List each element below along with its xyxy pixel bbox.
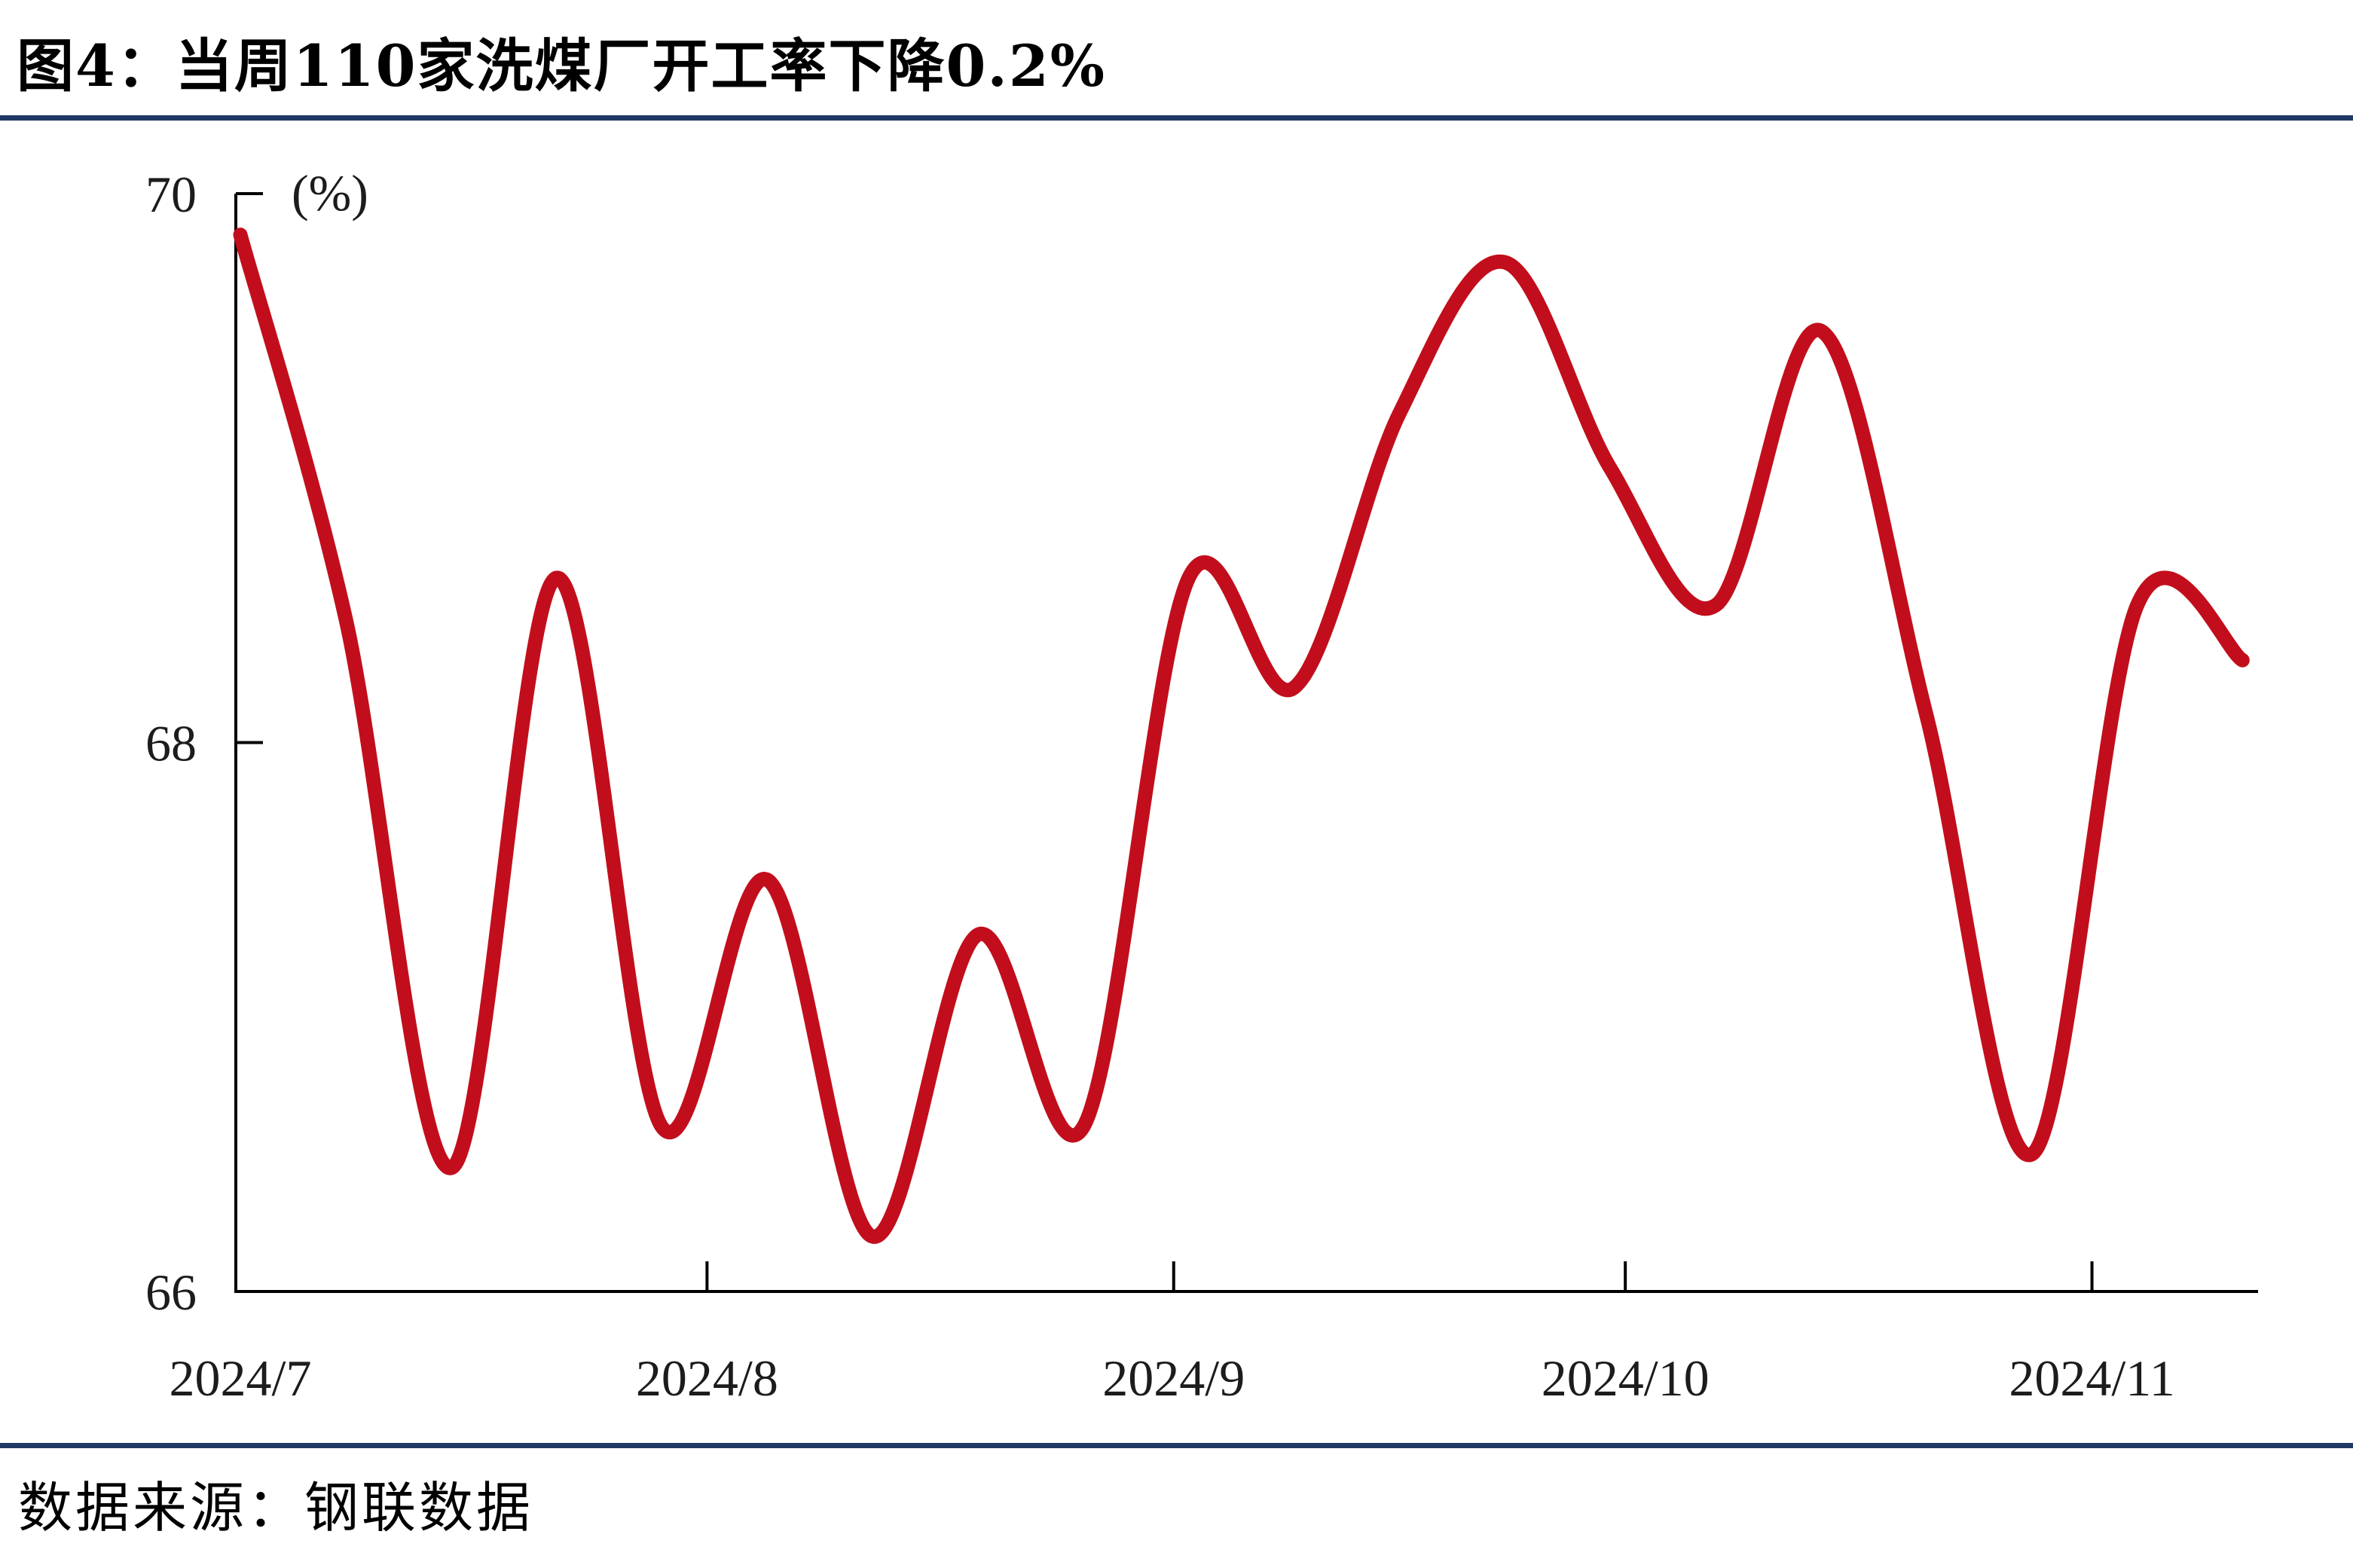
x-tick-label: 2024/9: [1102, 1349, 1245, 1407]
data-source: 数据来源：钢联数据: [18, 1476, 534, 1539]
x-tick-label: 2024/11: [2009, 1349, 2174, 1407]
y-axis-unit-label: (%): [292, 164, 368, 222]
title-separator-line: [0, 115, 2353, 121]
y-tick-label: 66: [145, 1264, 197, 1321]
footer-separator-line: [0, 1443, 2353, 1448]
x-tick-label: 2024/8: [636, 1349, 778, 1407]
y-tick-label: 70: [145, 166, 197, 223]
y-tick-label: 68: [145, 715, 197, 772]
x-tick-label: 2024/10: [1542, 1349, 1710, 1407]
series-line: [233, 228, 2250, 1244]
axis-lines: [234, 194, 2258, 1293]
x-tick-label: 2024/7: [170, 1349, 312, 1407]
chart-title: 图4：当周110家洗煤厂开工率下降0.2%: [17, 32, 1106, 99]
